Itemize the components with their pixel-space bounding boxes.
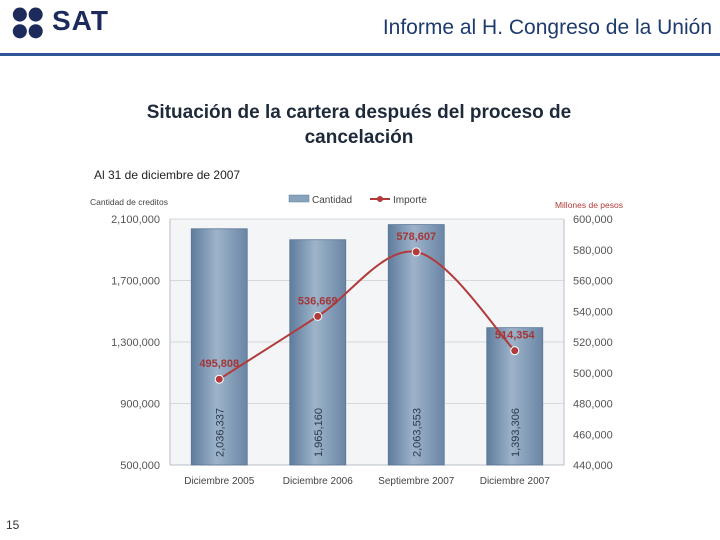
legend-swatch-bar (288, 194, 310, 203)
line-data-label: 514,354 (495, 330, 536, 342)
x-tick-label: Diciembre 2005 (184, 476, 254, 487)
importe-point (214, 374, 224, 384)
bar-data-label: 2,036,337 (214, 408, 226, 457)
x-tick-label: Diciembre 2006 (283, 476, 353, 487)
legend-label-line: Importe (393, 195, 427, 206)
y-tick-label-left: 900,000 (120, 399, 160, 411)
y-tick-label-right: 440,000 (573, 460, 613, 472)
y-tick-label-right: 580,000 (573, 245, 613, 257)
y-tick-label-right: 500,000 (573, 368, 613, 380)
y-tick-label-right: 520,000 (573, 337, 613, 349)
y-axis-title-left: Cantidad de creditos (90, 197, 168, 207)
y-tick-label-left: 1,300,000 (111, 337, 160, 349)
line-data-label: 578,607 (396, 231, 436, 243)
y-tick-label-right: 540,000 (573, 306, 613, 318)
bar-data-label: 2,063,553 (411, 408, 423, 457)
slide-title: Situación de la cartera después del proc… (100, 100, 618, 150)
x-tick-label: Septiembre 2007 (378, 476, 455, 487)
importe-line (218, 250, 516, 381)
y-tick-label-right: 460,000 (573, 429, 613, 441)
x-tick-label: Diciembre 2007 (480, 476, 550, 487)
chart-subtitle: Al 31 de diciembre de 2007 (94, 168, 241, 182)
y-tick-label-right: 600,000 (573, 214, 613, 226)
slide-title-line1: Situación de la cartera después del proc… (146, 102, 572, 123)
header-rule (0, 53, 720, 56)
importe-point (411, 247, 421, 257)
legend-label-bar: Cantidad (312, 195, 352, 206)
y-tick-label-left: 2,100,000 (111, 214, 160, 226)
bar (387, 224, 445, 466)
y-axis-title-right: Millones de pesos (555, 200, 623, 210)
y-tick-label-right: 480,000 (573, 399, 613, 411)
report-title: Informe al H. Congreso de la Unión (382, 16, 712, 39)
slide-title-line2: cancelación (304, 127, 414, 148)
y-tick-label-right: 560,000 (573, 276, 613, 288)
bar-data-label: 1,965,160 (313, 408, 325, 457)
logo-text: SAT (52, 5, 109, 36)
bar (289, 239, 347, 466)
bar (190, 228, 248, 466)
header: SAT Informe al H. Congreso de la Unión (0, 0, 720, 56)
line-data-label: 495,808 (199, 358, 239, 370)
y-tick-label-left: 500,000 (120, 460, 160, 472)
line-data-label: 536,669 (298, 295, 338, 307)
bar-data-label: 1,393,306 (510, 408, 522, 457)
y-tick-label-left: 1,700,000 (111, 276, 160, 288)
importe-point (313, 311, 323, 321)
importe-point (510, 346, 520, 356)
page-number: 15 (6, 518, 20, 532)
legend-marker-line (377, 196, 383, 202)
sat-logo-icon (12, 7, 43, 39)
